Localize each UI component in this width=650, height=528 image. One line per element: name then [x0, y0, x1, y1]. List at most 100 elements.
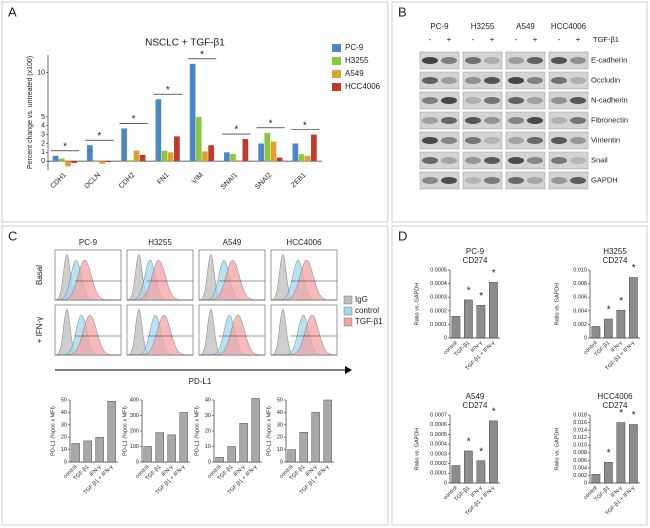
lane-label: + — [576, 35, 581, 44]
y-tick-label: 50 — [277, 397, 283, 403]
y-tick-label: 4 — [41, 123, 45, 130]
bar — [227, 446, 236, 463]
significance-mark: * — [467, 286, 471, 297]
bar — [161, 150, 168, 162]
legend-label: TGF-β1 — [355, 317, 383, 326]
bar — [71, 161, 77, 163]
blot-strip — [548, 91, 589, 110]
chart-title: A549 — [466, 392, 485, 401]
legend-label: A549 — [345, 69, 364, 78]
blot-column-label: PC-9 — [430, 22, 449, 31]
histogram — [127, 314, 193, 356]
y-tick-label: 20 — [61, 435, 67, 441]
blot-row-label: E-cadherin — [591, 55, 627, 64]
bar — [464, 299, 473, 339]
blot-strip — [548, 131, 589, 150]
y-tick-label: 0.0003 — [430, 295, 447, 301]
y-tick-label: 0.0006 — [430, 422, 447, 428]
y-tick-label: 20 — [277, 435, 283, 441]
blot-band — [508, 57, 524, 64]
panel-label: C — [8, 228, 17, 243]
y-tick-label: 0.008 — [573, 281, 587, 287]
bar — [604, 318, 613, 339]
y-tick-label: 30 — [61, 422, 67, 428]
significance-mark: * — [492, 268, 496, 279]
blot-band — [570, 137, 586, 144]
legend-label: PC-9 — [345, 43, 364, 52]
y-axis-label: Ratio vs. GAPDH — [414, 283, 420, 326]
panel-frame — [1, 225, 389, 526]
panel-label: A — [8, 4, 17, 19]
blot-row-label: Vimentin — [591, 135, 620, 144]
flow-column-label: PC-9 — [79, 238, 98, 247]
y-tick-label: 0.002 — [573, 322, 587, 328]
bar — [270, 141, 277, 162]
blot-column-label: A549 — [516, 22, 535, 31]
blot-row-label: Fibronectin — [591, 115, 628, 124]
blot-band — [551, 137, 567, 144]
bar — [143, 446, 152, 463]
legend-label: IgG — [355, 295, 368, 304]
bar — [591, 474, 601, 484]
blot-band — [484, 137, 500, 144]
bar — [242, 139, 249, 162]
bar — [224, 152, 230, 162]
blot-band — [527, 77, 543, 84]
legend-label: control — [355, 306, 379, 315]
y-tick-label: 0.0002 — [430, 308, 447, 314]
bar — [65, 161, 71, 167]
bar — [629, 424, 638, 484]
y-tick-label: 0 — [584, 480, 587, 486]
blot-band — [551, 117, 567, 124]
blot-band — [422, 77, 438, 84]
y-tick-label: 0.006 — [573, 295, 587, 301]
legend-swatch — [332, 44, 341, 52]
blot-band — [551, 177, 567, 184]
y-tick-label: 30 — [205, 413, 211, 419]
lane-label: + — [447, 35, 452, 44]
panel-frame — [1, 1, 389, 223]
y-tick-label: 50 — [61, 397, 67, 403]
lane-label: + — [490, 35, 495, 44]
blot-strip — [505, 131, 546, 150]
x-tick-label: ZEB1 — [290, 172, 307, 189]
blot-row-label: Occludin — [591, 75, 620, 84]
y-axis-label: PD-L1 (%pos x MFI) — [266, 406, 272, 456]
y-axis-label: PD-L1 (%pos x MFI) — [122, 406, 128, 456]
y-tick-label: 0 — [64, 459, 67, 465]
significance-mark: * — [607, 448, 611, 459]
blot-band — [508, 177, 524, 184]
chart-subtitle: CD274 — [463, 401, 488, 410]
blot-band — [465, 157, 481, 164]
blot-band — [570, 117, 586, 124]
x-tick-label: SNAI2 — [254, 172, 273, 191]
flow-row-label: Basal — [35, 265, 44, 285]
bar — [230, 154, 236, 162]
blot-band — [484, 117, 500, 124]
y-tick-label: 0 — [208, 459, 211, 465]
blot-strip — [505, 171, 546, 190]
y-tick-label: 0.010 — [573, 443, 587, 449]
blot-strip — [419, 91, 460, 110]
significance-mark: * — [467, 437, 471, 448]
bar — [121, 128, 127, 162]
blot-band — [441, 137, 457, 144]
chart-title: NSCLC + TGF-β1 — [145, 38, 225, 49]
panel-label: B — [398, 4, 407, 19]
significance-mark: * — [607, 305, 611, 316]
blot-strip — [419, 51, 460, 70]
bar — [139, 154, 146, 162]
significance-mark: * — [479, 291, 483, 302]
blot-band — [465, 97, 481, 104]
bar — [167, 152, 174, 162]
blot-band — [441, 97, 457, 104]
bar — [604, 462, 613, 484]
bar — [258, 143, 264, 162]
significance-mark: * — [234, 125, 238, 136]
significance-mark: * — [632, 410, 636, 421]
y-tick-label: 10 — [61, 447, 67, 453]
blot-strip — [548, 51, 589, 70]
lane-label: - — [429, 35, 432, 44]
blot-band — [551, 57, 567, 64]
y-tick-label: 0.0004 — [430, 442, 447, 448]
